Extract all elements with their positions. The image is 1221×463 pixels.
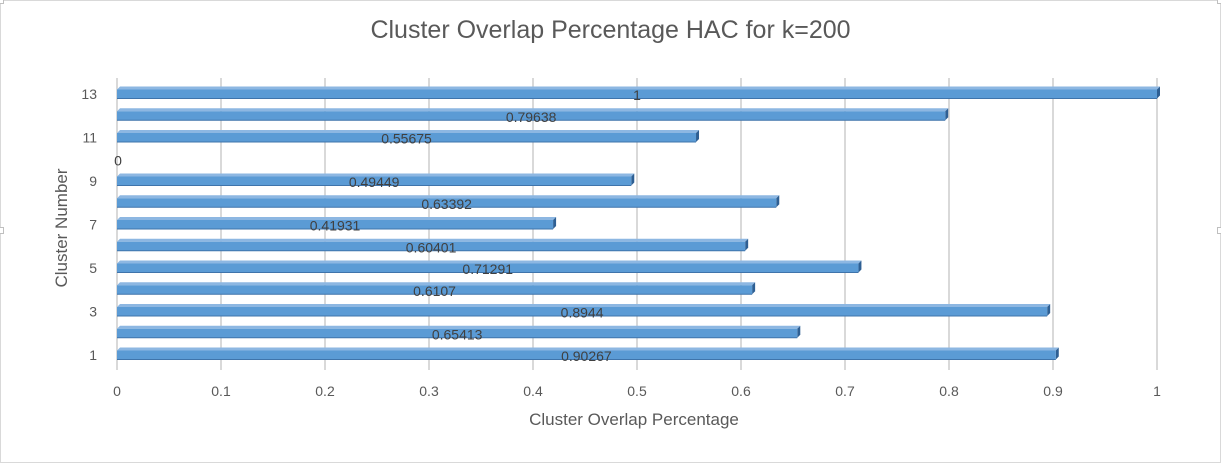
bar[interactable] (117, 260, 862, 273)
x-tick-label: 0.7 (835, 383, 855, 399)
bar-top-face (117, 304, 1051, 307)
y-tick-label: 3 (89, 304, 97, 320)
bar-end-face (745, 238, 749, 251)
x-tick-label: 0.9 (1043, 383, 1063, 399)
resize-handle-top-left[interactable] (0, 0, 4, 4)
bar[interactable] (117, 238, 749, 252)
x-tick-label: 0.5 (627, 383, 647, 399)
bar-end-face (696, 130, 700, 142)
x-tick-label: 0.2 (315, 383, 335, 399)
bar-front-face (117, 241, 746, 251)
data-label: 0.6107 (413, 283, 456, 299)
resize-handle-top-right[interactable] (1217, 0, 1221, 4)
bar-top-face (117, 86, 1160, 90)
data-label: 0.63392 (421, 196, 472, 212)
bar[interactable] (117, 86, 1160, 99)
bar[interactable] (117, 282, 756, 295)
data-label: 0.71291 (462, 261, 513, 277)
y-tick-label: 5 (89, 260, 97, 276)
bar-end-face (776, 195, 780, 208)
y-tick-label: 7 (89, 217, 97, 233)
data-label: 0.49449 (349, 174, 400, 190)
bar[interactable] (117, 195, 780, 208)
bar-top-face (117, 347, 1059, 351)
bar-top-face (117, 130, 700, 133)
data-label: 0.79638 (506, 109, 557, 125)
bar-end-face (1157, 86, 1160, 99)
bar-end-face (553, 217, 557, 229)
bar-front-face (117, 176, 632, 186)
bar-front-face (117, 307, 1048, 316)
bar-top-face (117, 325, 801, 329)
bar-top-face (117, 195, 780, 199)
bar[interactable] (117, 347, 1059, 360)
bar-end-face (945, 108, 949, 121)
bar-end-face (797, 325, 801, 338)
bar[interactable] (117, 217, 557, 230)
bar-front-face (117, 89, 1157, 99)
bar-front-face (117, 198, 777, 208)
x-tick-label: 0.3 (419, 383, 439, 399)
y-tick-label: 1 (89, 347, 97, 363)
y-tick-label: 9 (89, 173, 97, 189)
data-label: 0.55675 (381, 131, 432, 147)
bar-top-face (117, 108, 949, 112)
bar[interactable] (117, 325, 801, 339)
bar-front-face (117, 263, 859, 273)
bar-front-face (117, 133, 697, 142)
bar-end-face (631, 173, 635, 186)
bar-front-face (117, 220, 554, 229)
data-label: 0.60401 (406, 239, 457, 255)
bar-top-face (117, 260, 862, 264)
bar-front-face (117, 350, 1056, 360)
x-tick-label: 0.4 (523, 383, 543, 399)
data-label: 1 (633, 87, 641, 103)
bar-end-face (1047, 304, 1051, 316)
bar[interactable] (117, 173, 635, 186)
x-tick-label: 0.6 (731, 383, 751, 399)
x-tick-label: 0 (113, 383, 121, 399)
x-tick-label: 0.1 (211, 383, 231, 399)
resize-handle-right-middle[interactable] (1217, 227, 1221, 234)
data-label: 0.8944 (561, 305, 604, 321)
x-tick-label: 1 (1153, 383, 1161, 399)
bar-front-face (117, 328, 798, 338)
bar-top-face (117, 238, 749, 242)
bar[interactable] (117, 130, 700, 143)
x-tick-label: 0.8 (939, 383, 959, 399)
bar-front-face (117, 111, 946, 121)
bars (117, 86, 1160, 360)
data-label: 0 (114, 152, 122, 168)
bar-end-face (858, 260, 862, 273)
bar[interactable] (117, 304, 1051, 317)
bar-top-face (117, 282, 756, 286)
chart-title: Cluster Overlap Percentage HAC for k=200 (370, 16, 851, 44)
data-labels: 0.90267 0.65413 0.8944 0.6107 0.71291 0.60401… (114, 87, 641, 364)
y-tick-label: 13 (81, 86, 97, 102)
data-label: 0.41931 (310, 218, 361, 234)
y-axis-label: Cluster Number (52, 168, 71, 288)
x-axis-ticks: 0 0.1 0.2 0.3 0.4 0.5 0.6 0.7 0.8 0.9 1 (113, 383, 1161, 399)
bar[interactable] (117, 108, 949, 121)
bar-end-face (1055, 347, 1059, 360)
bar-front-face (117, 285, 753, 295)
x-axis-label: Cluster Overlap Percentage (529, 410, 739, 429)
y-tick-label: 11 (82, 130, 97, 146)
bar-top-face (117, 217, 557, 220)
bar-end-face (752, 282, 756, 295)
bar-top-face (117, 173, 635, 177)
resize-handle-left-middle[interactable] (0, 227, 4, 234)
data-label: 0.65413 (432, 326, 483, 342)
data-label: 0.90267 (561, 348, 612, 364)
